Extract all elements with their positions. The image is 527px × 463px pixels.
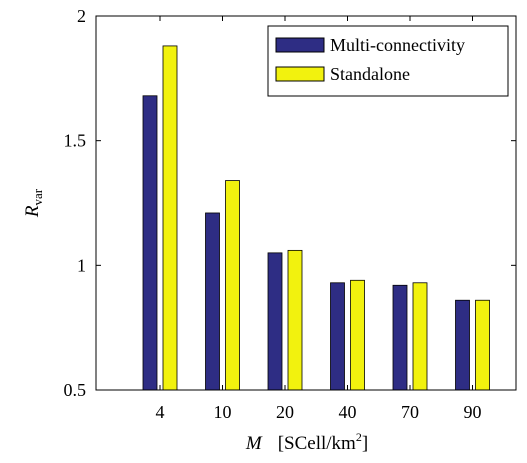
x-axis: 4 10 20 40 70 90	[156, 16, 482, 422]
y-tick-label: 2	[77, 6, 86, 26]
x-tick-label: 70	[401, 402, 419, 422]
bar-multi-connectivity-20	[267, 252, 283, 391]
bar-multi-connectivity-70	[392, 284, 408, 391]
bar-multi-connectivity-90	[455, 299, 470, 391]
y-tick-label: 1.5	[64, 131, 87, 151]
y-tick-label: 1	[77, 255, 86, 275]
bar-standalone-4	[162, 45, 178, 391]
x-tick-label: 20	[276, 402, 294, 422]
plot-frame	[95, 15, 517, 391]
bar-multi-connectivity-10	[205, 212, 220, 391]
x-axis-label: M [SCell/km2]	[245, 430, 368, 454]
bar-standalone-40	[350, 279, 365, 391]
y-axis-label: Rvar	[22, 188, 45, 218]
bar-multi-connectivity-40	[330, 282, 345, 391]
y-axis: 0.5 1 1.5 2	[64, 6, 516, 400]
y-axis-label-sub: var	[30, 188, 45, 205]
x-axis-label-unit: [SCell/km	[278, 433, 356, 454]
legend-label-multi-connectivity: Multi-connectivity	[330, 35, 465, 55]
x-axis-label-sup: 2	[356, 430, 362, 444]
x-tick-label: 90	[464, 402, 482, 422]
bar-standalone-70	[412, 282, 428, 391]
x-tick-label: 4	[156, 402, 165, 422]
y-tick-label: 0.5	[64, 380, 87, 400]
x-axis-label-symbol: M	[245, 433, 263, 454]
legend: Multi-connectivity Standalone	[267, 25, 509, 97]
bars-group	[142, 45, 490, 391]
bar-standalone-10	[225, 180, 240, 391]
bar-standalone-90	[475, 299, 490, 391]
bar-standalone-20	[287, 249, 303, 391]
legend-swatch-standalone	[275, 66, 325, 82]
x-axis-label-close: ]	[362, 433, 368, 454]
legend-label-standalone: Standalone	[330, 64, 410, 84]
legend-swatch-multi-connectivity	[275, 37, 325, 53]
y-axis-label-main: R	[22, 205, 43, 218]
x-tick-label: 10	[214, 402, 232, 422]
bar-multi-connectivity-4	[142, 95, 158, 391]
x-tick-label: 40	[339, 402, 357, 422]
